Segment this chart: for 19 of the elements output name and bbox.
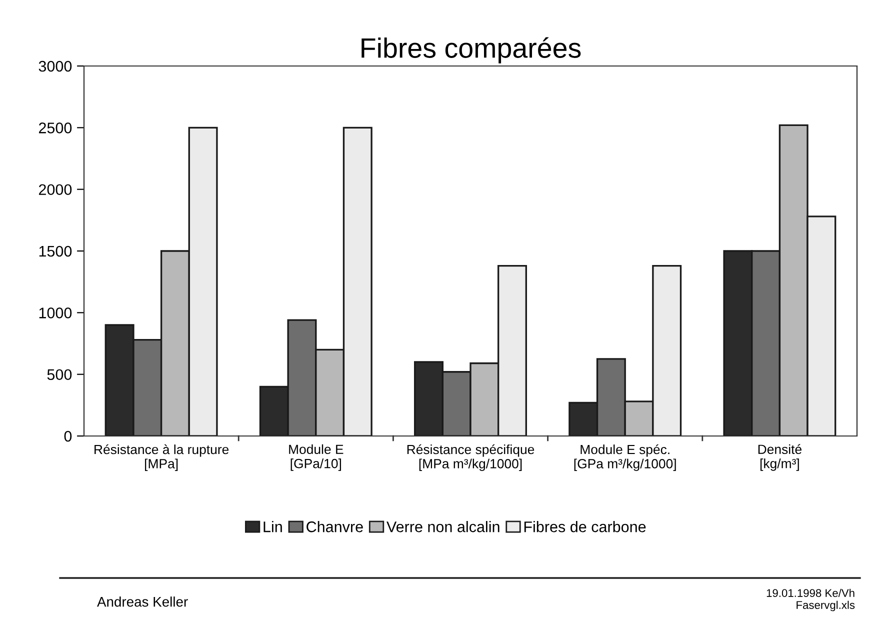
x-tick-label: Module E spéc. [GPa m³/kg/1000] (574, 444, 676, 471)
legend-label: Fibres de carbone (524, 521, 646, 532)
y-tick-label: 2000 (38, 184, 72, 196)
chart-title: Fibres comparées (362, 37, 581, 64)
legend-label: Chanvre (306, 521, 363, 532)
y-tick-label: 500 (47, 369, 72, 380)
y-tick-label: 1000 (39, 308, 72, 318)
y-tick-label: 1500 (39, 246, 72, 257)
text: Andreas Keller (97, 596, 188, 607)
x-tick-label: Module E [GPa/10] (289, 444, 344, 471)
text: 19.01.1998 Ke/Vh Faservgl.xls (766, 588, 855, 612)
x-tick-label: Résistance à la rupture [MPa] (94, 444, 229, 471)
y-tick-label: 0 (64, 430, 72, 442)
x-tick-label: Résistance spécifique [MPa m³/kg/1000] (407, 444, 534, 471)
y-tick-label: 2500 (38, 122, 72, 134)
legend-label: Verre non alcalin (386, 521, 500, 532)
x-tick-label: Densité [kg/m³] (758, 444, 802, 471)
legend-label: Lin (264, 521, 282, 532)
y-tick-label: 3000 (38, 60, 72, 72)
